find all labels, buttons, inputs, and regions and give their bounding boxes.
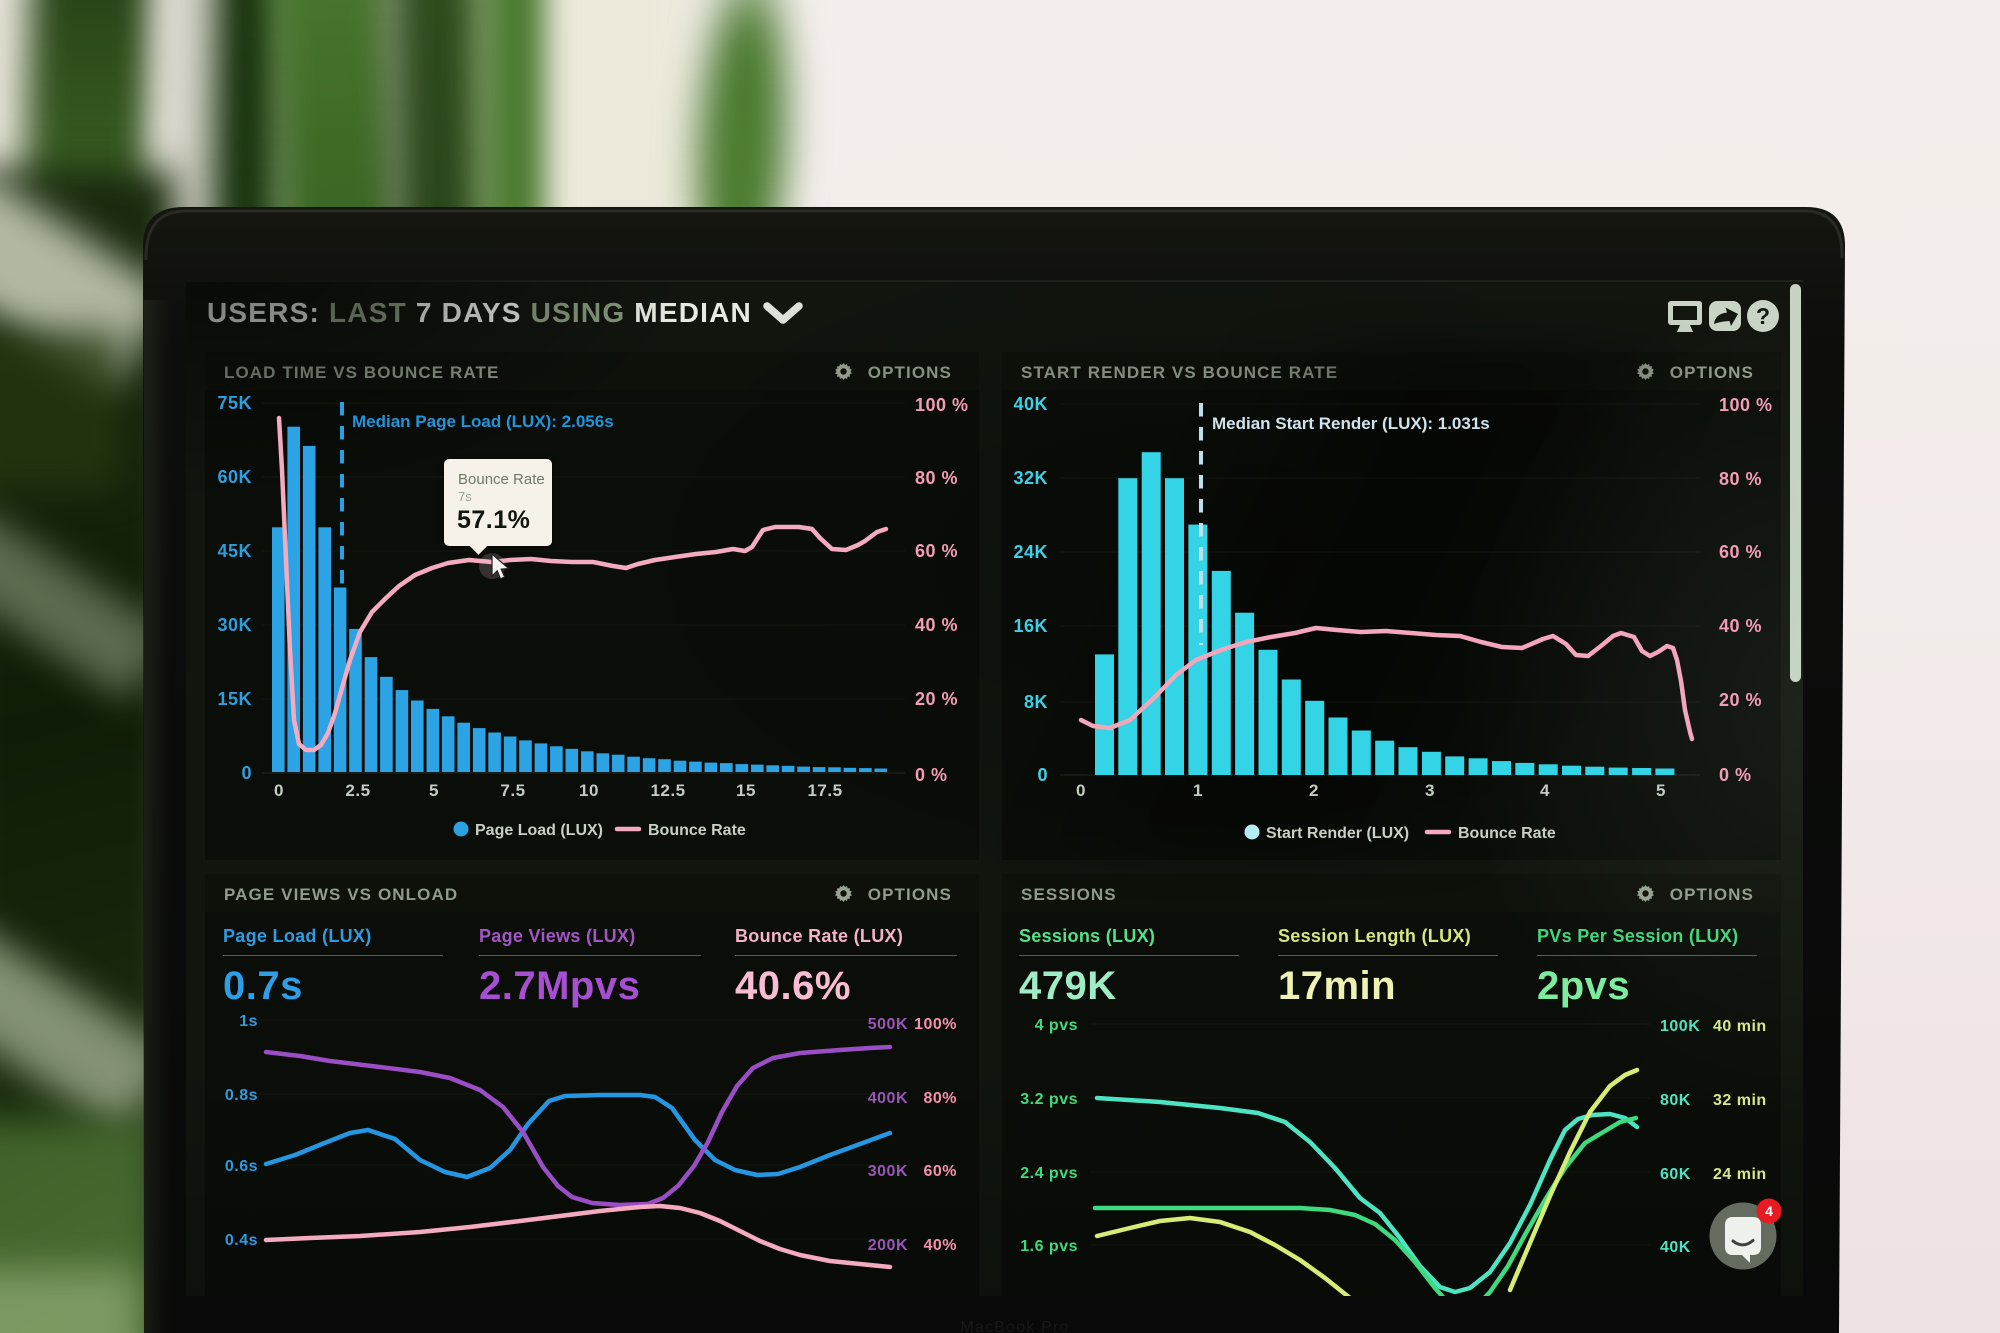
svg-text:100 %: 100 % [915, 395, 969, 415]
svg-text:Median Start Render (LUX): 1.0: Median Start Render (LUX): 1.031s [1212, 414, 1490, 433]
svg-text:400K: 400K [868, 1090, 908, 1107]
svg-text:0 %: 0 % [915, 765, 948, 785]
svg-text:2.4 pvs: 2.4 pvs [1020, 1165, 1078, 1182]
svg-text:0.6s: 0.6s [225, 1158, 258, 1175]
svg-text:0: 0 [1037, 765, 1048, 785]
svg-text:3.2 pvs: 3.2 pvs [1020, 1091, 1078, 1108]
svg-text:80%: 80% [923, 1090, 957, 1107]
svg-text:Bounce Rate: Bounce Rate [1458, 825, 1556, 842]
svg-text:60 %: 60 % [1719, 542, 1762, 562]
svg-text:40%: 40% [923, 1237, 957, 1254]
svg-text:20 %: 20 % [915, 689, 958, 709]
svg-text:80K: 80K [1660, 1092, 1691, 1109]
svg-text:40K: 40K [1013, 394, 1048, 414]
svg-text:2.5: 2.5 [345, 781, 370, 800]
svg-text:100 %: 100 % [1719, 395, 1773, 415]
svg-text:40 %: 40 % [1719, 616, 1762, 636]
svg-text:60K: 60K [1660, 1166, 1691, 1183]
svg-text:30K: 30K [217, 615, 252, 635]
svg-text:32K: 32K [1013, 468, 1048, 488]
svg-text:5: 5 [1656, 781, 1666, 800]
svg-text:0.4s: 0.4s [225, 1232, 258, 1249]
svg-text:80 %: 80 % [915, 468, 958, 488]
svg-text:20 %: 20 % [1719, 690, 1762, 710]
svg-text:1s: 1s [239, 1013, 258, 1030]
svg-text:17.5: 17.5 [807, 781, 842, 800]
svg-text:15K: 15K [217, 689, 252, 709]
svg-text:7.5: 7.5 [500, 781, 525, 800]
svg-text:0 %: 0 % [1719, 765, 1752, 785]
svg-text:10: 10 [579, 781, 599, 800]
svg-text:0.8s: 0.8s [225, 1087, 258, 1104]
svg-text:40 min: 40 min [1713, 1018, 1767, 1035]
svg-text:0: 0 [274, 781, 284, 800]
svg-text:2: 2 [1309, 781, 1319, 800]
svg-text:15: 15 [736, 781, 756, 800]
svg-text:75K: 75K [217, 393, 252, 413]
svg-text:300K: 300K [868, 1163, 908, 1180]
svg-text:200K: 200K [868, 1237, 908, 1254]
svg-text:5: 5 [429, 781, 439, 800]
svg-text:3: 3 [1425, 781, 1435, 800]
svg-text:4: 4 [1765, 1203, 1773, 1219]
svg-text:12.5: 12.5 [650, 781, 685, 800]
svg-text:24 min: 24 min [1713, 1166, 1767, 1183]
svg-text:100K: 100K [1660, 1018, 1700, 1035]
svg-text:1: 1 [1193, 781, 1203, 800]
svg-text:0: 0 [1076, 781, 1086, 800]
svg-text:40K: 40K [1660, 1239, 1691, 1256]
svg-text:24K: 24K [1013, 542, 1048, 562]
svg-text:45K: 45K [217, 541, 252, 561]
svg-text:60%: 60% [923, 1163, 957, 1180]
svg-text:8K: 8K [1024, 692, 1048, 712]
svg-text:Bounce Rate: Bounce Rate [648, 822, 746, 839]
svg-text:60K: 60K [217, 467, 252, 487]
svg-text:0: 0 [241, 763, 252, 783]
svg-text:Median Page Load (LUX): 2.056s: Median Page Load (LUX): 2.056s [352, 412, 614, 431]
svg-text:4: 4 [1540, 781, 1550, 800]
svg-text:4 pvs: 4 pvs [1035, 1017, 1078, 1034]
svg-text:500K: 500K [868, 1016, 908, 1033]
svg-text:32 min: 32 min [1713, 1092, 1767, 1109]
svg-text:100%: 100% [914, 1016, 957, 1033]
svg-text:40 %: 40 % [915, 615, 958, 635]
svg-text:1.6 pvs: 1.6 pvs [1020, 1238, 1078, 1255]
svg-text:60 %: 60 % [915, 541, 958, 561]
svg-text:Start Render (LUX): Start Render (LUX) [1266, 825, 1409, 842]
svg-text:80 %: 80 % [1719, 469, 1762, 489]
svg-text:16K: 16K [1013, 616, 1048, 636]
svg-text:Page Load (LUX): Page Load (LUX) [475, 822, 603, 839]
